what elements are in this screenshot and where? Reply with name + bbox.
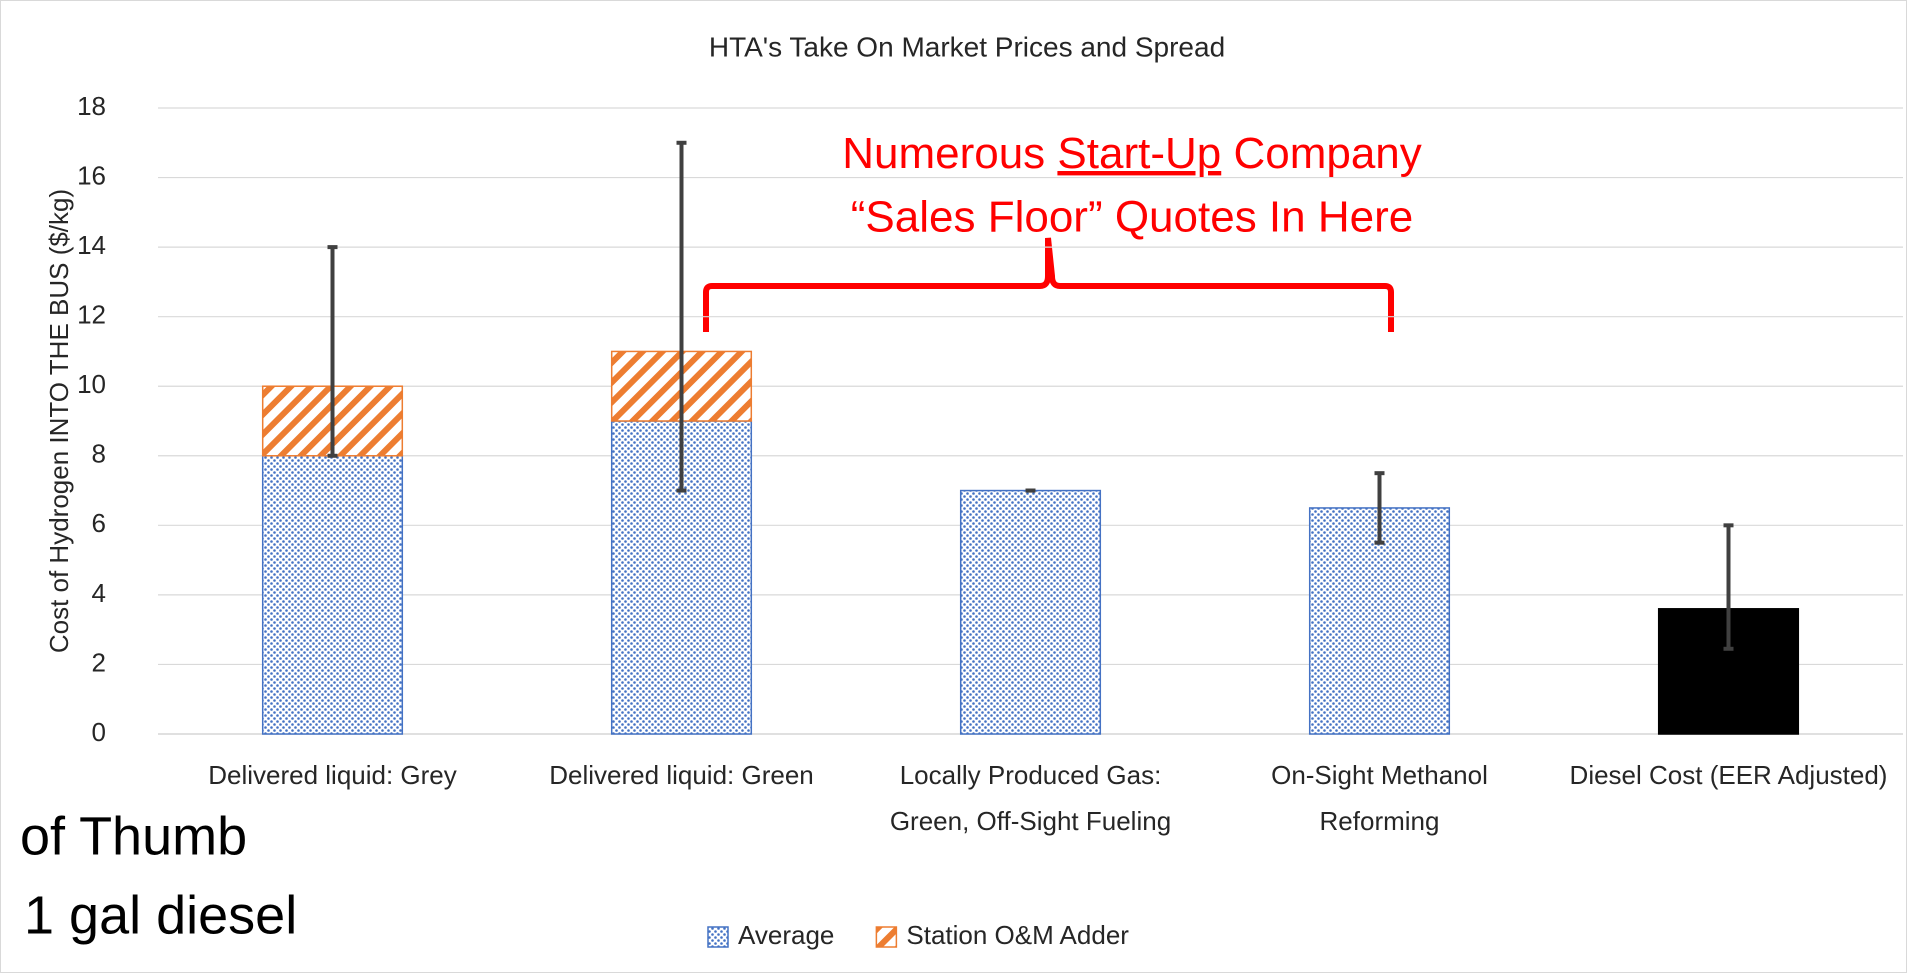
annotation-part: Numerous	[842, 129, 1045, 178]
legend-swatch	[875, 926, 898, 948]
bar-segment	[959, 489, 1102, 735]
y-tick-label: 6	[92, 508, 106, 538]
chart-title: HTA's Take On Market Prices and Spread	[709, 31, 1225, 62]
annotation-part: Company	[1233, 129, 1421, 178]
x-tick-label: On-Sight Methanol Reforming	[1271, 760, 1488, 836]
legend-label: Average	[738, 920, 834, 950]
bar-segment	[1308, 507, 1451, 735]
x-tick-label: Diesel Cost (EER Adjusted)	[1570, 760, 1888, 790]
error-bar	[1374, 471, 1385, 545]
y-tick-label: 4	[92, 578, 106, 608]
y-tick-label: 18	[77, 91, 106, 121]
y-tick-label: 2	[92, 647, 106, 677]
legend: Average Station O&M Adder	[707, 920, 1129, 950]
annotation: “Sales Floor” Quotes In Here	[851, 193, 1413, 242]
annotation-part: Start-Up	[1057, 129, 1221, 178]
y-tick-label: 14	[77, 230, 106, 260]
bracket	[703, 237, 1394, 332]
y-tick-label: 10	[77, 369, 106, 399]
y-axis-label: Cost of Hydrogen INTO THE BUS ($/kg)	[44, 189, 74, 653]
cut-off-text: of Thumb	[20, 806, 247, 866]
legend-label: Station O&M Adder	[906, 920, 1129, 950]
y-tick-label: 12	[77, 300, 106, 330]
error-bar	[327, 245, 338, 458]
annotation: Numerous Start-Up Company	[842, 129, 1422, 178]
legend-swatch	[707, 926, 729, 948]
y-tick-label: 0	[92, 717, 106, 747]
error-bar	[676, 140, 687, 493]
x-tick-label: Delivered liquid: Grey	[208, 760, 457, 790]
x-tick-label: Delivered liquid: Green	[549, 760, 813, 790]
y-tick-label: 8	[92, 439, 106, 469]
cut-off-text: 1 gal diesel	[24, 885, 297, 945]
x-tick-label: Locally Produced Gas: Green, Off-Sight Fu…	[890, 760, 1171, 836]
bar-segment	[261, 455, 404, 735]
error-bar	[1723, 523, 1734, 651]
y-tick-label: 16	[77, 160, 106, 190]
